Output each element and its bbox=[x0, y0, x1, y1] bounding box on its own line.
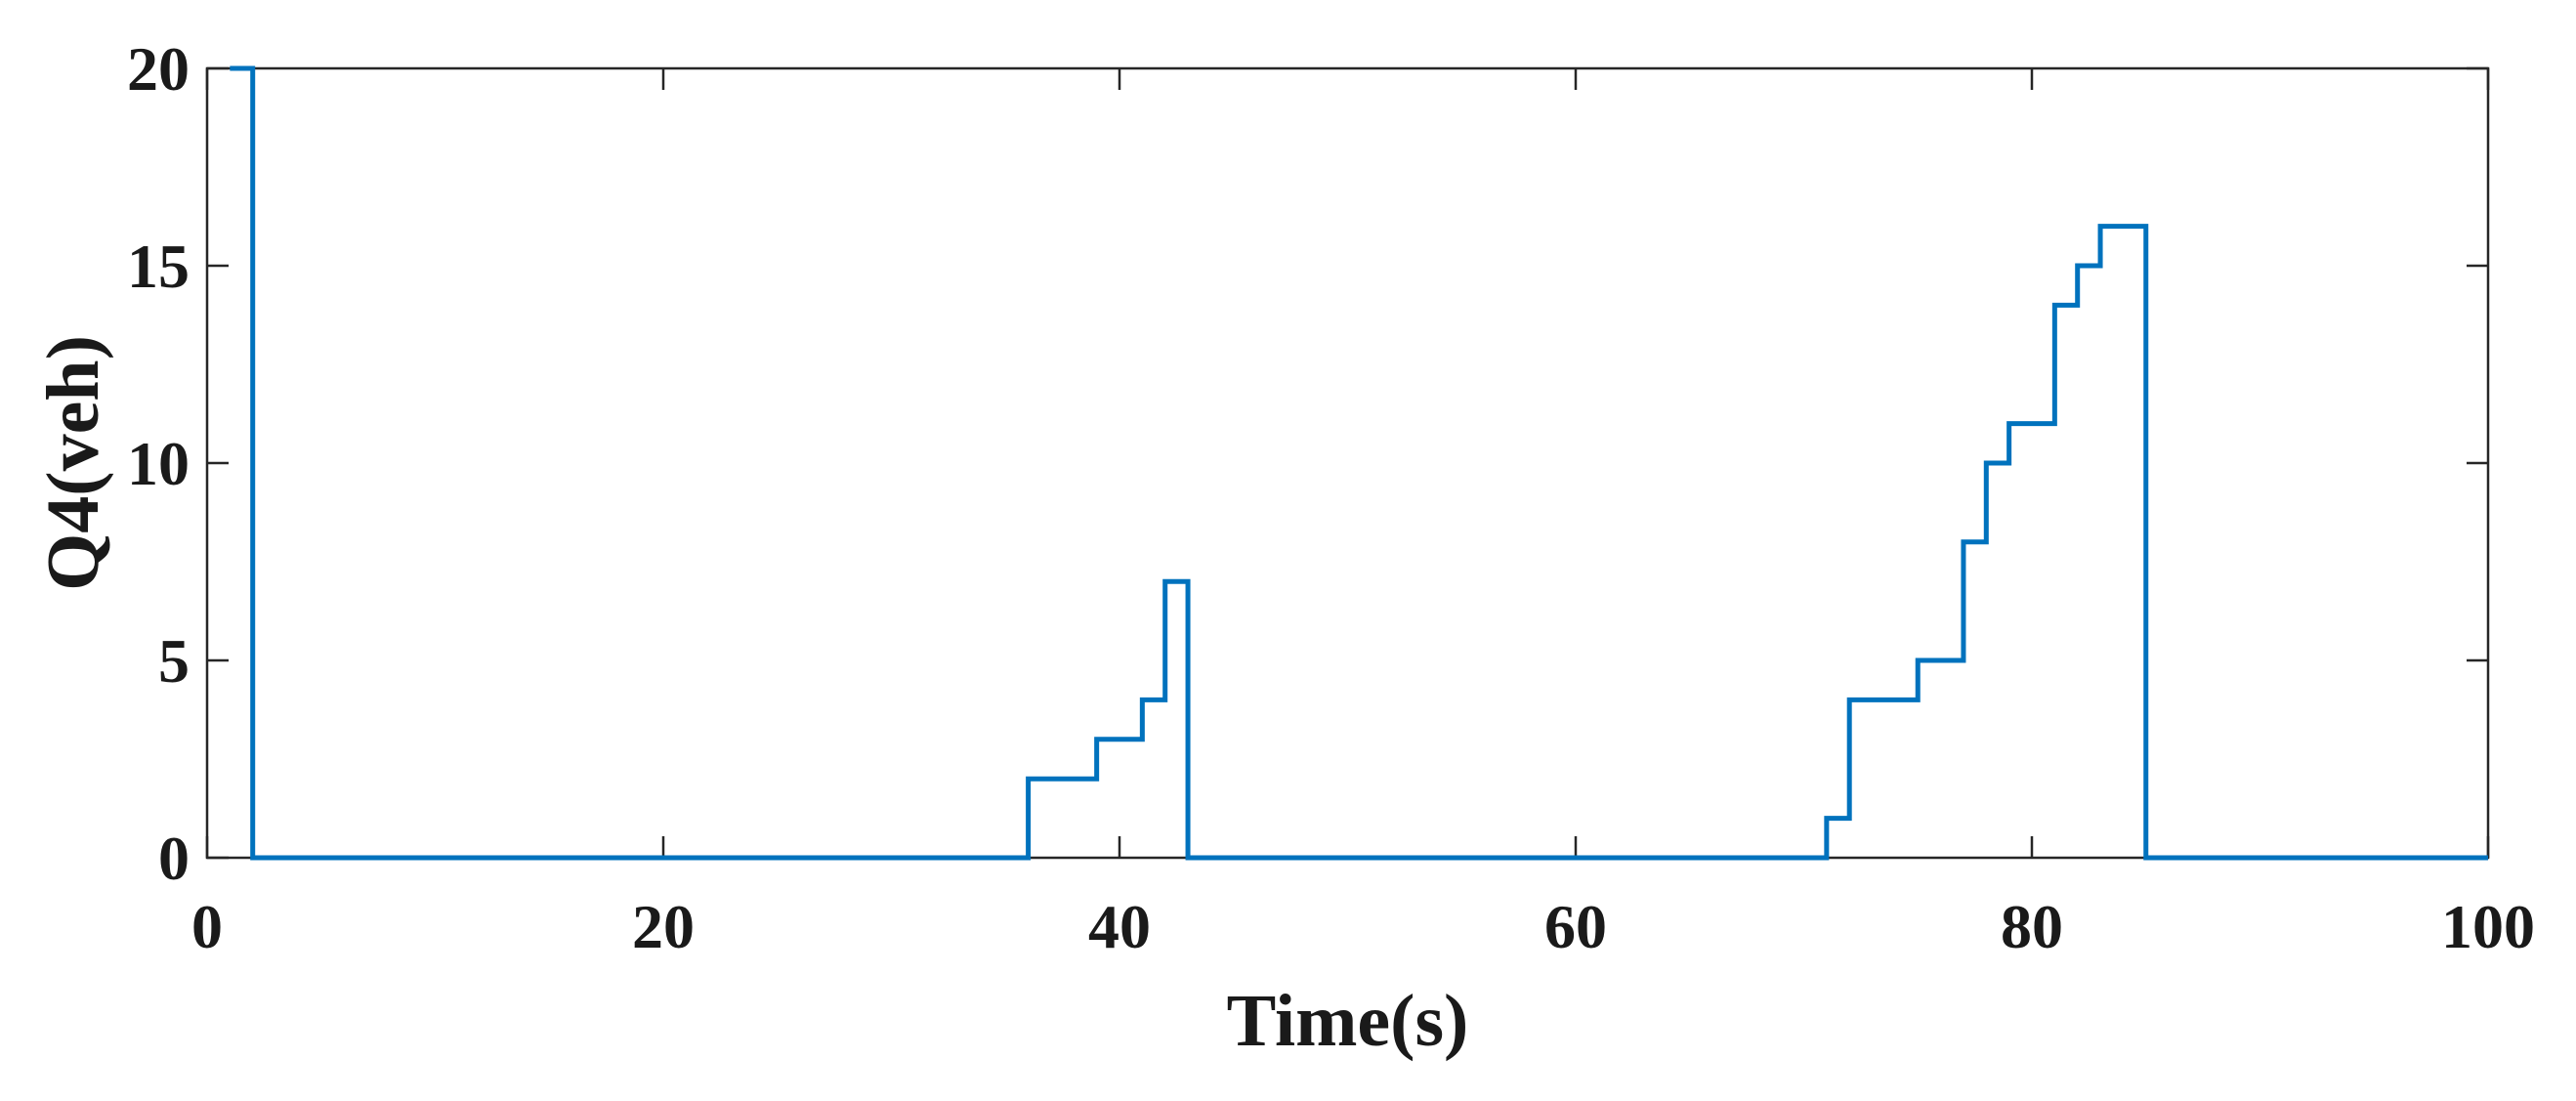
series-line bbox=[230, 65, 2488, 861]
x-tick-label: 0 bbox=[191, 892, 223, 961]
y-tick-label: 0 bbox=[158, 824, 190, 893]
series-layer bbox=[230, 65, 2488, 861]
labels-layer: Time(s) Q4(veh) 0 20 40 60 80 100 0 5 10 15 20 bbox=[32, 34, 2535, 1062]
x-tick-label: 100 bbox=[2441, 892, 2535, 961]
x-tick-label: 60 bbox=[1544, 892, 1607, 961]
x-tick-label: 80 bbox=[2001, 892, 2063, 961]
x-tick-label: 20 bbox=[632, 892, 695, 961]
x-tick-label: 40 bbox=[1088, 892, 1151, 961]
y-tick-label: 20 bbox=[127, 34, 190, 104]
y-axis-label: Q4(veh) bbox=[32, 335, 114, 591]
y-tick-label: 15 bbox=[127, 232, 190, 301]
y-tick-label: 10 bbox=[127, 429, 190, 498]
y-tick-label: 5 bbox=[158, 626, 190, 696]
x-axis-label: Time(s) bbox=[1227, 980, 1469, 1062]
